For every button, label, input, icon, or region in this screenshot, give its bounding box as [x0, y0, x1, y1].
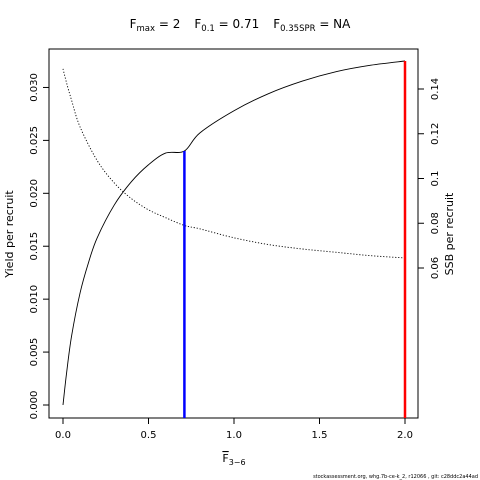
- y-tick-label-2: 0.010: [29, 285, 40, 314]
- f01-label: F: [194, 17, 201, 31]
- y-tick-label-0: 0.000: [29, 391, 40, 420]
- y-tick-label-4: 0.020: [29, 179, 40, 208]
- fspr-label: F: [273, 17, 280, 31]
- y2-tick-label-2: 0.1: [430, 171, 441, 187]
- x-tick-label-2: 1.0: [226, 430, 242, 441]
- fspr-sub: 0.35SPR: [280, 24, 315, 34]
- y2-tick-label-0: 0.06: [430, 257, 441, 279]
- x-axis-title-main: F: [222, 452, 228, 465]
- x-axis-title: F3−6: [222, 452, 245, 467]
- y-tick-label-3: 0.015: [29, 232, 40, 261]
- series-layer: [62, 60, 406, 406]
- y-axis-title: Yield per recruit: [3, 190, 16, 279]
- x-tick-label-0: 0.0: [55, 430, 71, 441]
- ssb-per-recruit-line: [62, 68, 406, 259]
- y2-tick-label-4: 0.14: [430, 78, 441, 100]
- f01-sub: 0.1: [201, 24, 215, 34]
- y2-axis-title: SSB per recruit: [443, 192, 456, 275]
- y-tick-label-5: 0.025: [29, 126, 40, 155]
- chart-title: Fmax = 2 F0.1 = 0.71 F0.35SPR = NA: [130, 17, 352, 34]
- fspr-value: = NA: [316, 17, 352, 31]
- fmax-sub: max: [137, 24, 156, 34]
- fmax-value: = 2: [155, 17, 180, 31]
- x-tick-label-4: 2.0: [397, 430, 413, 441]
- y2-axis: 0.06 0.08 0.1 0.12 0.14: [418, 78, 441, 279]
- x-tick-label-1: 0.5: [141, 430, 157, 441]
- x-axis-title-sub: 3−6: [229, 458, 246, 467]
- y-tick-label-6: 0.030: [29, 73, 40, 102]
- y2-tick-label-1: 0.08: [430, 212, 441, 234]
- x-axis: 0.0 0.5 1.0 1.5 2.0: [55, 418, 413, 441]
- x-tick-label-3: 1.5: [312, 430, 328, 441]
- y-axis: 0.000 0.005 0.010 0.015 0.020 0.025 0.030: [29, 73, 49, 419]
- fmax-label: F: [130, 17, 137, 31]
- f01-value: = 0.71: [215, 17, 259, 31]
- y2-tick-label-3: 0.12: [430, 123, 441, 145]
- yield-per-recruit-line: [62, 60, 406, 406]
- y-tick-label-1: 0.005: [29, 338, 40, 367]
- plot-frame: [48, 48, 419, 419]
- reference-lines: [183, 61, 407, 418]
- footer-note: stockassessment.org, whg.7b-ce-k_2, r120…: [313, 474, 478, 480]
